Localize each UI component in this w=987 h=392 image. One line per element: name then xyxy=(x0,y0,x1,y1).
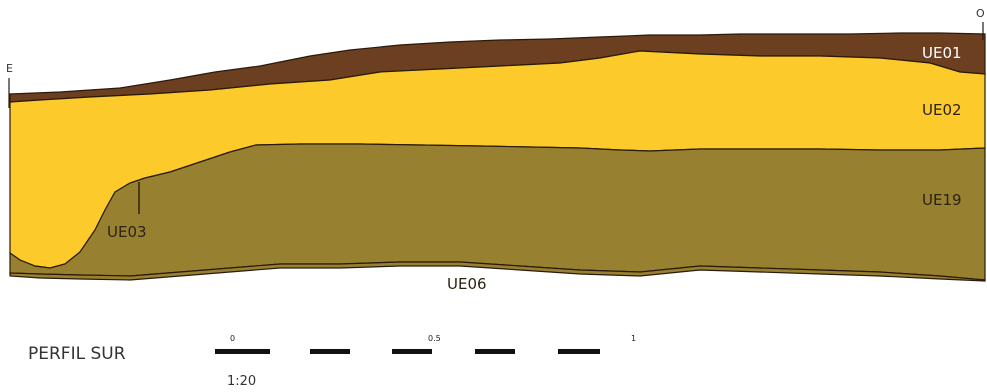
unit-label-ue02: UE02 xyxy=(922,101,962,119)
scale-bar xyxy=(215,349,600,354)
unit-label-ue19: UE19 xyxy=(922,191,962,209)
scale-tick-half: 0.5 xyxy=(428,334,441,343)
scale-tick-0: 0 xyxy=(230,334,235,343)
scale-ratio: 1:20 xyxy=(227,374,256,389)
profile-title: PERFIL SUR xyxy=(28,344,126,364)
orientation-east-label: E xyxy=(6,62,13,75)
layer-ue06 xyxy=(9,261,986,282)
scale-tick-1: 1 xyxy=(631,334,636,343)
orientation-west-label: O xyxy=(976,7,985,20)
unit-label-ue06: UE06 xyxy=(447,275,487,293)
unit-label-ue03: UE03 xyxy=(107,223,147,241)
unit-label-ue01: UE01 xyxy=(922,44,962,62)
